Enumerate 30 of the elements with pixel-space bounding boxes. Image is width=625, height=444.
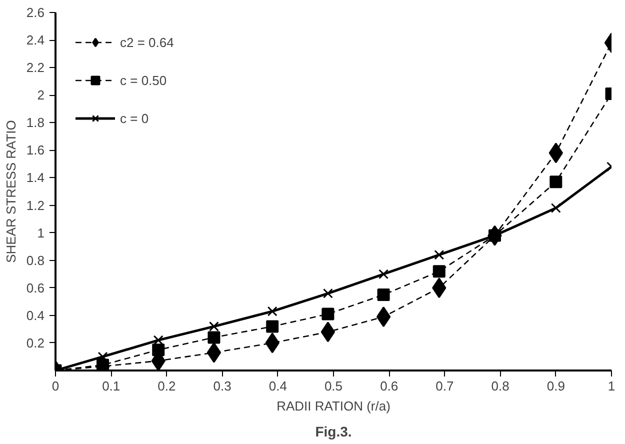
y-tick-label: 0.6 <box>26 280 45 296</box>
x-tick-label: 0.2 <box>158 378 176 394</box>
y-tick-label: 0.2 <box>26 335 45 350</box>
y-tick-label: 2 <box>37 88 45 103</box>
x-tick-label: 0.9 <box>546 378 565 394</box>
caption: Fig.3. <box>315 424 352 440</box>
x-tick-label: 1 <box>608 378 616 394</box>
y-tick-label: 0.4 <box>26 308 45 323</box>
x-tick-label: 0.5 <box>324 378 343 394</box>
y-tick-label: 0.8 <box>26 252 45 268</box>
x-tick-label: 0 <box>52 378 60 394</box>
y-tick-label: 1 <box>37 225 45 240</box>
y-tick-label: 2.6 <box>26 5 45 20</box>
y-tick-label: 2.2 <box>26 60 45 76</box>
legend-label: c = 0.50 <box>120 72 167 88</box>
legend-label: c2 = 0.64 <box>120 34 174 50</box>
x-tick-label: 0.3 <box>213 378 232 394</box>
x-tick-label: 0.7 <box>436 378 454 394</box>
y-tick-label: 1.4 <box>26 170 45 186</box>
x-tick-label: 0.4 <box>268 378 287 394</box>
legend-label: c = 0 <box>120 110 149 126</box>
x-tick-label: 0.1 <box>102 378 120 394</box>
x-tick-label: 0.8 <box>491 378 510 394</box>
y-tick-label: 1.8 <box>26 115 45 130</box>
y-tick-label: 1.2 <box>26 198 45 213</box>
x-axis-title: RADII RATION (r/a) <box>276 398 390 414</box>
x-tick-label: 0.6 <box>380 378 398 394</box>
y-tick-label: 1.6 <box>26 142 45 158</box>
y-tick-label: 2.4 <box>26 32 45 48</box>
y-axis-title: SHEAR STRESS RATIO <box>3 120 18 263</box>
